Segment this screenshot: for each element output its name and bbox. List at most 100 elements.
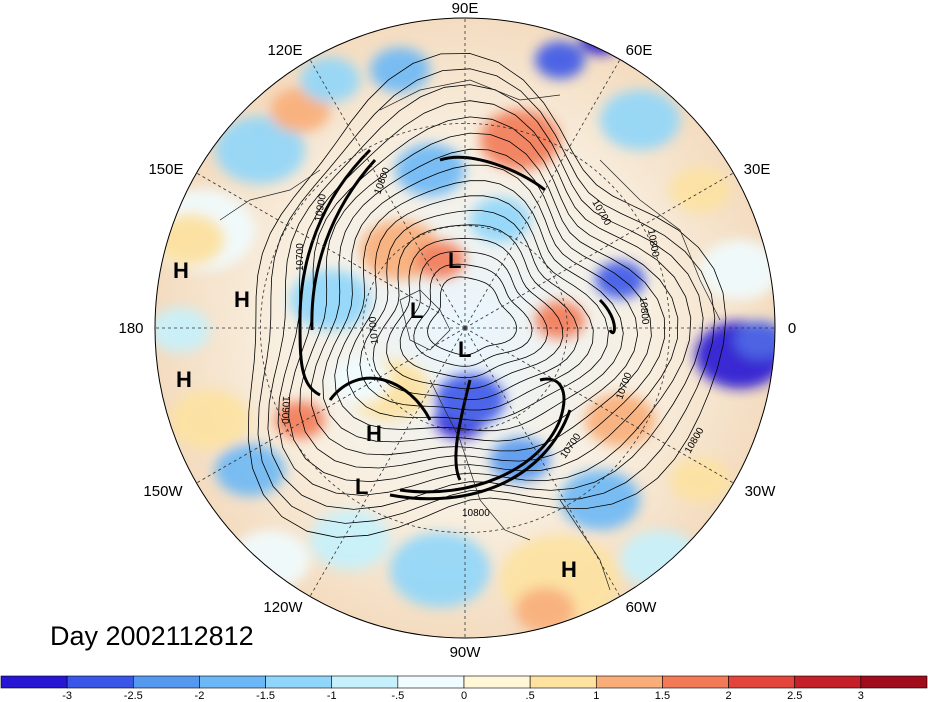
jet-contour <box>598 298 616 334</box>
anomaly-patch <box>310 510 390 570</box>
anomaly-patch <box>170 390 250 450</box>
jet-contour <box>298 148 372 397</box>
colorbar-tick-label: -1.5 <box>256 690 275 702</box>
high-center: H <box>366 421 382 446</box>
height-contour <box>267 84 704 510</box>
lon-label-120e: 120E <box>267 42 302 59</box>
jet-contour <box>454 379 472 481</box>
jet-stream-contours <box>298 148 616 501</box>
contour-label: 10900 <box>279 396 291 425</box>
height-contour <box>413 263 533 367</box>
height-contour <box>346 195 609 422</box>
colorbar-tick-label: -.5 <box>391 690 404 702</box>
lon-label-0: 0 <box>788 320 796 337</box>
latitude-circle <box>259 122 671 534</box>
contour-label: 10700 <box>295 243 306 271</box>
colorbar-swatch <box>66 675 134 689</box>
colorbar-tick-label: -2 <box>195 690 205 702</box>
lon-label-60w: 60W <box>626 599 658 616</box>
colorbar-tick-label: 2.5 <box>787 690 802 702</box>
height-contours <box>247 53 727 538</box>
lon-label-60e: 60E <box>626 42 653 59</box>
anomaly-patch <box>415 241 465 279</box>
colorbar-tick-label: 1 <box>593 690 599 702</box>
colorbar-swatch <box>199 675 266 689</box>
colorbar-tick-label: -1 <box>327 690 337 702</box>
longitude-labels: 90E 60E 30E 0 30W 60W 90W 120W 150W 180 … <box>118 0 796 661</box>
anomaly-patch <box>580 25 620 55</box>
colorbar-swatch <box>331 675 399 689</box>
jet-contour <box>328 376 432 421</box>
height-contour <box>399 251 549 379</box>
anomaly-patch <box>215 116 305 184</box>
lon-label-90w: 90W <box>450 644 482 661</box>
jet-contour <box>389 409 572 501</box>
low-center: L <box>355 474 368 499</box>
low-center: L <box>410 298 423 323</box>
colorbar-swatch <box>0 675 68 689</box>
anomaly-patch <box>735 321 775 359</box>
height-contour <box>322 164 639 443</box>
anomaly-patch <box>300 57 360 103</box>
meridian <box>464 172 734 329</box>
coastline <box>379 79 561 111</box>
low-center: L <box>448 248 461 273</box>
contour-label: 10800 <box>645 229 661 259</box>
contour-label: 10800 <box>637 296 650 325</box>
colorbar-swatch <box>662 675 729 689</box>
meridian <box>309 327 466 597</box>
anomaly-patch <box>390 532 490 608</box>
colorbar-swatch <box>463 675 531 689</box>
height-contour <box>247 53 727 538</box>
colorbar-swatch <box>728 675 796 689</box>
high-center: H <box>561 557 577 582</box>
high-center: H <box>173 258 189 283</box>
lon-label-150e: 150E <box>148 161 183 178</box>
height-contour <box>257 68 716 524</box>
height-contour <box>334 180 624 432</box>
colorbar-swatch <box>860 675 928 689</box>
colorbar-tick-label: 2 <box>726 690 732 702</box>
map-disk <box>154 17 776 639</box>
high-center: H <box>176 367 192 392</box>
anomaly-patch <box>595 261 645 299</box>
colorbar-tick-label: -3 <box>62 690 72 702</box>
lon-label-30w: 30W <box>745 483 777 500</box>
anomaly-patch <box>650 577 710 623</box>
anomaly-patch <box>515 587 575 633</box>
colorbar-swatch <box>265 675 333 689</box>
anomaly-patch <box>155 213 225 267</box>
anomaly-patch <box>620 530 700 590</box>
pressure-centers: L L L L H H H H H <box>173 248 577 582</box>
anomaly-patch <box>670 167 730 213</box>
colorbar-tick-label: -2.5 <box>124 690 143 702</box>
anomaly-patch <box>470 197 530 243</box>
anomaly-patch <box>535 301 585 339</box>
colorbar-swatch <box>132 675 200 689</box>
graticule <box>155 18 775 638</box>
lon-label-90e: 90E <box>452 0 479 17</box>
coastline <box>429 379 531 541</box>
anomaly-patch <box>480 110 560 170</box>
coastline <box>399 289 451 351</box>
coastline <box>219 169 321 221</box>
anomaly-patch <box>370 47 430 93</box>
height-contour <box>299 132 666 469</box>
colorbar-swatch <box>529 675 597 689</box>
lon-label-30e: 30E <box>744 161 771 178</box>
colorbar-swatch <box>794 675 862 689</box>
latitude-circle <box>362 225 568 431</box>
meridian <box>464 327 734 484</box>
contour-label: 10800 <box>462 508 490 519</box>
lon-label-180: 180 <box>118 320 143 337</box>
contour-label: 10900 <box>313 193 329 223</box>
lon-label-150w: 150W <box>143 483 183 500</box>
height-contour <box>386 238 564 390</box>
anomaly-patch <box>215 443 285 497</box>
anomaly-patch <box>700 240 775 300</box>
colorbar-tick-label: 1.5 <box>655 690 670 702</box>
height-contour <box>359 210 594 411</box>
meridian <box>464 59 621 329</box>
meridian <box>464 327 621 597</box>
